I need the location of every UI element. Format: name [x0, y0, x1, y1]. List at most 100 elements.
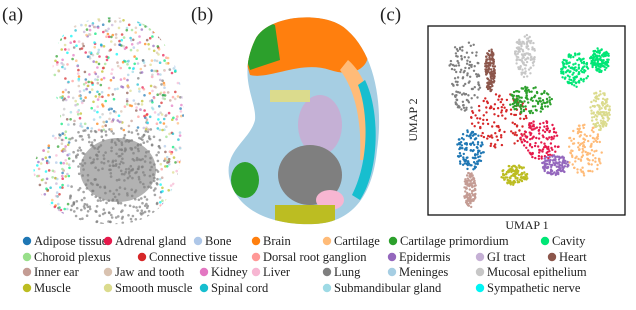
umap-point	[470, 164, 472, 166]
umap-point	[554, 151, 556, 153]
spot	[117, 65, 120, 68]
spot	[188, 146, 191, 149]
spot	[148, 220, 151, 223]
spot	[82, 225, 85, 228]
spot	[188, 57, 191, 60]
spot	[156, 93, 159, 96]
spot	[135, 218, 138, 221]
spot	[164, 43, 167, 46]
umap-point	[518, 50, 520, 52]
umap-point	[500, 134, 502, 136]
spot	[61, 177, 64, 180]
umap-point	[489, 90, 491, 92]
umap-point	[568, 65, 570, 67]
spot	[179, 43, 182, 46]
spot	[73, 40, 76, 43]
spot	[138, 90, 141, 93]
umap-point	[561, 76, 563, 78]
umap-point	[518, 68, 520, 70]
spot	[103, 45, 106, 48]
umap-point	[460, 55, 462, 57]
spot	[159, 30, 162, 33]
spot	[157, 45, 160, 48]
umap-point	[473, 144, 475, 146]
umap-point	[597, 135, 599, 137]
spot	[178, 219, 181, 222]
umap-point	[586, 66, 588, 68]
spot	[143, 127, 146, 130]
spot	[127, 214, 130, 217]
spot	[137, 21, 140, 24]
spot	[96, 111, 99, 114]
umap-point	[471, 110, 473, 112]
spot	[127, 74, 130, 77]
spot	[133, 99, 136, 102]
umap-point	[463, 107, 465, 109]
spot	[44, 127, 47, 130]
umap-point	[519, 179, 521, 181]
spot	[107, 94, 110, 97]
spot	[43, 99, 46, 102]
umap-point	[489, 71, 491, 73]
spot	[45, 170, 48, 173]
spot	[186, 227, 189, 230]
spot	[179, 168, 182, 171]
umap-point	[494, 103, 496, 105]
spot	[127, 60, 130, 63]
umap-point	[601, 62, 603, 64]
spot	[66, 52, 69, 55]
umap-point	[597, 111, 599, 113]
spot	[29, 84, 32, 87]
umap-point	[571, 67, 573, 69]
spot	[182, 182, 185, 185]
spot	[186, 187, 189, 190]
legend-label: Lung	[334, 265, 361, 279]
spot	[67, 91, 70, 94]
umap-point	[523, 118, 525, 120]
spot	[92, 13, 95, 16]
spot	[85, 88, 88, 91]
spot	[86, 17, 89, 20]
spot	[166, 218, 169, 221]
spot	[83, 83, 86, 86]
umap-point	[577, 146, 579, 148]
umap-point	[581, 167, 583, 169]
umap-point	[570, 140, 572, 142]
umap-point	[553, 135, 555, 137]
spot	[152, 217, 155, 220]
umap-point	[546, 167, 548, 169]
spot	[64, 48, 67, 51]
spot	[180, 219, 183, 222]
umap-point	[589, 106, 591, 108]
umap-point	[525, 147, 527, 149]
spot	[174, 91, 177, 94]
umap-point	[470, 196, 472, 198]
legend-swatch	[476, 284, 484, 292]
spot	[131, 131, 134, 134]
spot	[63, 108, 66, 111]
umap-point	[466, 168, 468, 170]
umap-point	[510, 183, 512, 185]
spot	[158, 48, 161, 51]
spot	[36, 164, 39, 167]
umap-point	[563, 62, 565, 64]
umap-point	[456, 48, 458, 50]
umap-point	[564, 76, 566, 78]
umap-point	[467, 94, 469, 96]
spot	[120, 39, 123, 42]
spot	[119, 67, 122, 70]
spot	[141, 136, 144, 139]
umap-point	[465, 107, 467, 109]
spot	[186, 29, 189, 32]
umap-point	[583, 174, 585, 176]
umap-point	[482, 132, 484, 134]
umap-point	[507, 179, 509, 181]
spot	[182, 89, 185, 92]
legend-swatch	[252, 253, 260, 261]
spot	[60, 10, 63, 13]
umap-point	[466, 174, 468, 176]
spot	[37, 9, 40, 12]
umap-point	[548, 136, 550, 138]
spot	[125, 9, 128, 12]
spot	[82, 130, 85, 133]
